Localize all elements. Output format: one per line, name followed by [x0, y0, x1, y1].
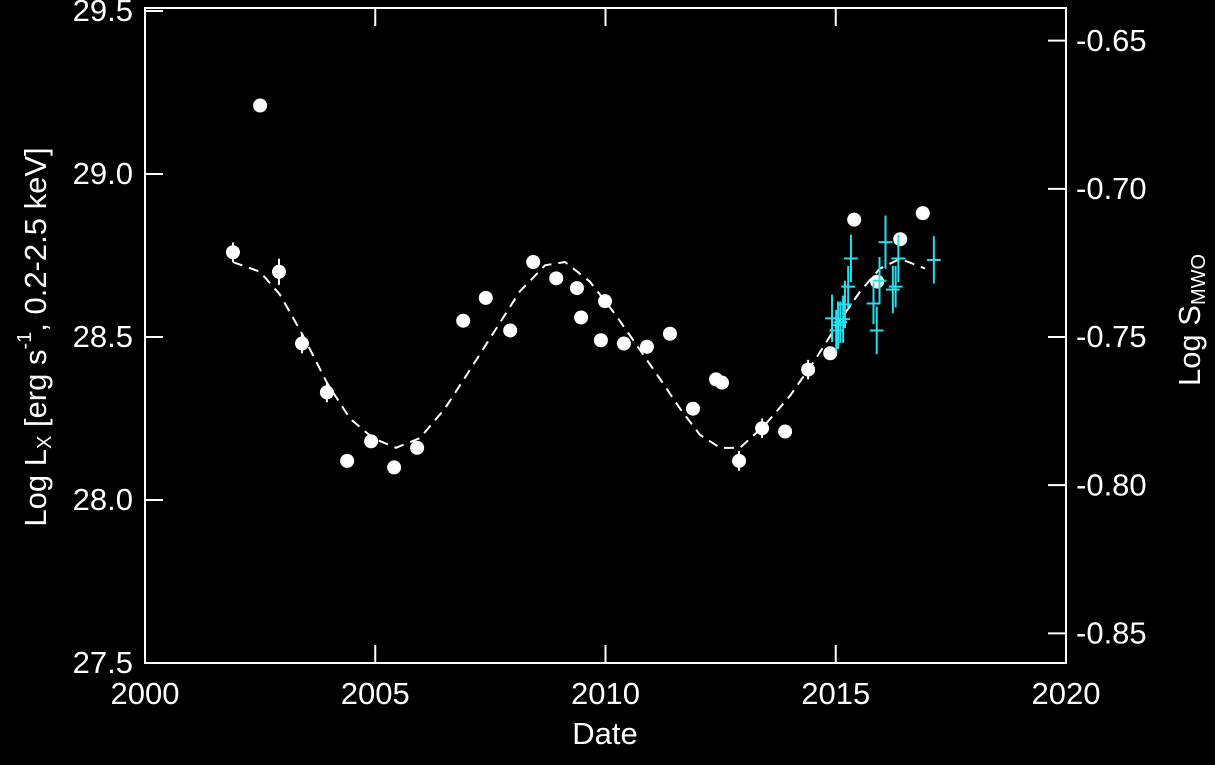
data-point	[801, 362, 816, 377]
data-point	[253, 98, 268, 113]
data-point	[549, 271, 564, 286]
data-point	[685, 401, 700, 416]
data-point	[778, 424, 793, 439]
data-point	[503, 323, 518, 338]
data-point	[593, 333, 608, 348]
data-point	[364, 434, 379, 449]
y2-tick-label: -0.70	[1076, 171, 1147, 206]
x-axis-label: Date	[572, 716, 637, 751]
x-tick-label: 2000	[111, 676, 180, 711]
y2-tick-label: -0.65	[1076, 23, 1147, 58]
y2-axis-label: Log SMWO	[1172, 254, 1210, 386]
data-point	[755, 421, 770, 436]
y2-tick-label: -0.75	[1076, 319, 1147, 354]
data-point	[715, 375, 730, 390]
data-point	[295, 336, 310, 351]
data-point	[410, 440, 425, 455]
data-point	[732, 453, 747, 468]
data-point	[387, 460, 402, 475]
data-point	[478, 290, 493, 305]
data-point	[639, 339, 654, 354]
x-tick-label: 2015	[801, 676, 870, 711]
data-point	[574, 310, 589, 325]
y-label-mid: [erg s	[18, 350, 53, 436]
x-tick-label: 2005	[341, 676, 410, 711]
data-point	[823, 346, 838, 361]
data-point	[319, 385, 334, 400]
y2-label-main: Log S	[1172, 305, 1207, 386]
y-tick-label: 29.0	[73, 156, 133, 191]
y-label-sup: -1	[14, 332, 36, 350]
data-point	[456, 313, 471, 328]
y2-label-sub: MWO	[1188, 254, 1210, 305]
y2-tick-label: -0.80	[1076, 467, 1147, 502]
y-tick-label: 27.5	[73, 645, 133, 680]
data-point	[847, 212, 862, 227]
y2-tick-label: -0.85	[1076, 616, 1147, 651]
data-point	[662, 326, 677, 341]
y-axis-label: Log LX [erg s-1, 0.2-2.5 keV]	[14, 147, 56, 526]
data-point	[915, 206, 930, 221]
model-curve	[232, 257, 926, 449]
y-tick-label: 28.5	[73, 319, 133, 354]
data-point	[272, 264, 287, 279]
data-point	[616, 336, 631, 351]
x-tick-label: 2010	[571, 676, 640, 711]
x-tick-label: 2020	[1032, 676, 1101, 711]
y-label-sub: X	[34, 436, 56, 449]
data-point	[598, 294, 613, 309]
data-point	[893, 232, 908, 247]
data-point	[569, 281, 584, 296]
data-point	[225, 245, 240, 260]
y-tick-label: 29.5	[73, 0, 133, 28]
y-tick-label: 28.0	[73, 482, 133, 517]
y-label-main: Log L	[18, 449, 53, 527]
data-point	[340, 453, 355, 468]
data-point	[526, 255, 541, 270]
y-label-end: , 0.2-2.5 keV]	[18, 147, 53, 331]
